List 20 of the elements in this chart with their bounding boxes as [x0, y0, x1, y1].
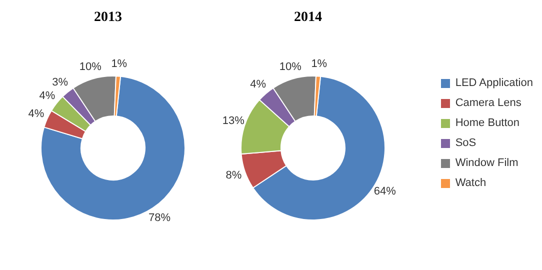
data-label: 1% [311, 58, 328, 70]
data-label: 4% [250, 78, 266, 90]
data-label: 10% [279, 61, 302, 74]
data-label: 64% [374, 186, 396, 198]
data-label: 10% [79, 61, 102, 74]
legend-label: Watch [455, 176, 486, 191]
data-label: 78% [148, 212, 171, 224]
data-label: 3% [52, 76, 68, 89]
legend-label: Home Button [455, 116, 520, 131]
data-label: 1% [111, 58, 128, 70]
data-label: 13% [222, 115, 245, 128]
data-label: 4% [28, 108, 44, 120]
legend-label: Window Film [455, 156, 518, 171]
slice-label: 2014 [293, 10, 323, 26]
data-label: 4% [39, 90, 56, 102]
legend-label: Camera Lens [455, 96, 522, 111]
slice-label: 2013 [93, 10, 123, 26]
data-label: 8% [226, 170, 242, 182]
legend-label: LED Application [455, 76, 533, 91]
legend-label: SoS [455, 136, 476, 151]
